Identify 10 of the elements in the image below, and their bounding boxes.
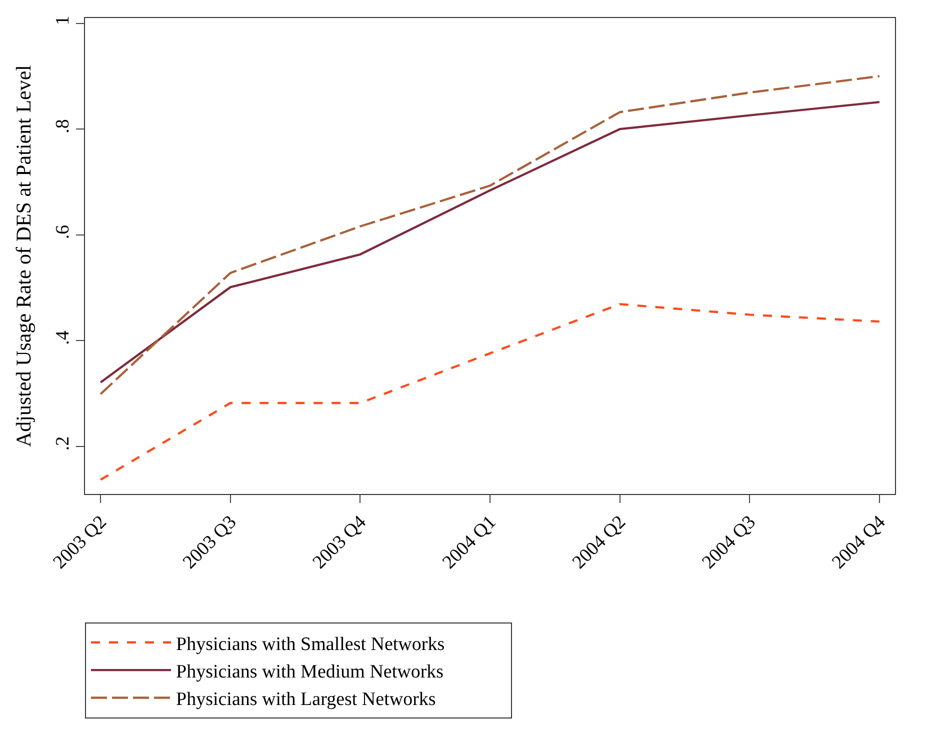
y-tick-label: .4 xyxy=(52,330,74,345)
y-tick-label: 1 xyxy=(52,16,74,26)
legend-label: Physicians with Largest Networks xyxy=(176,689,436,710)
line-series xyxy=(99,303,881,481)
legend-label: Physicians with Medium Networks xyxy=(176,661,444,682)
y-axis-title: Adjusted Usage Rate of DES at Patient Level xyxy=(12,64,36,447)
y-tick-label: .2 xyxy=(52,436,74,451)
y-tick-label: .8 xyxy=(52,119,74,134)
y-tick-label: .6 xyxy=(52,224,74,240)
legend-label: Physicians with Smallest Networks xyxy=(176,634,445,655)
